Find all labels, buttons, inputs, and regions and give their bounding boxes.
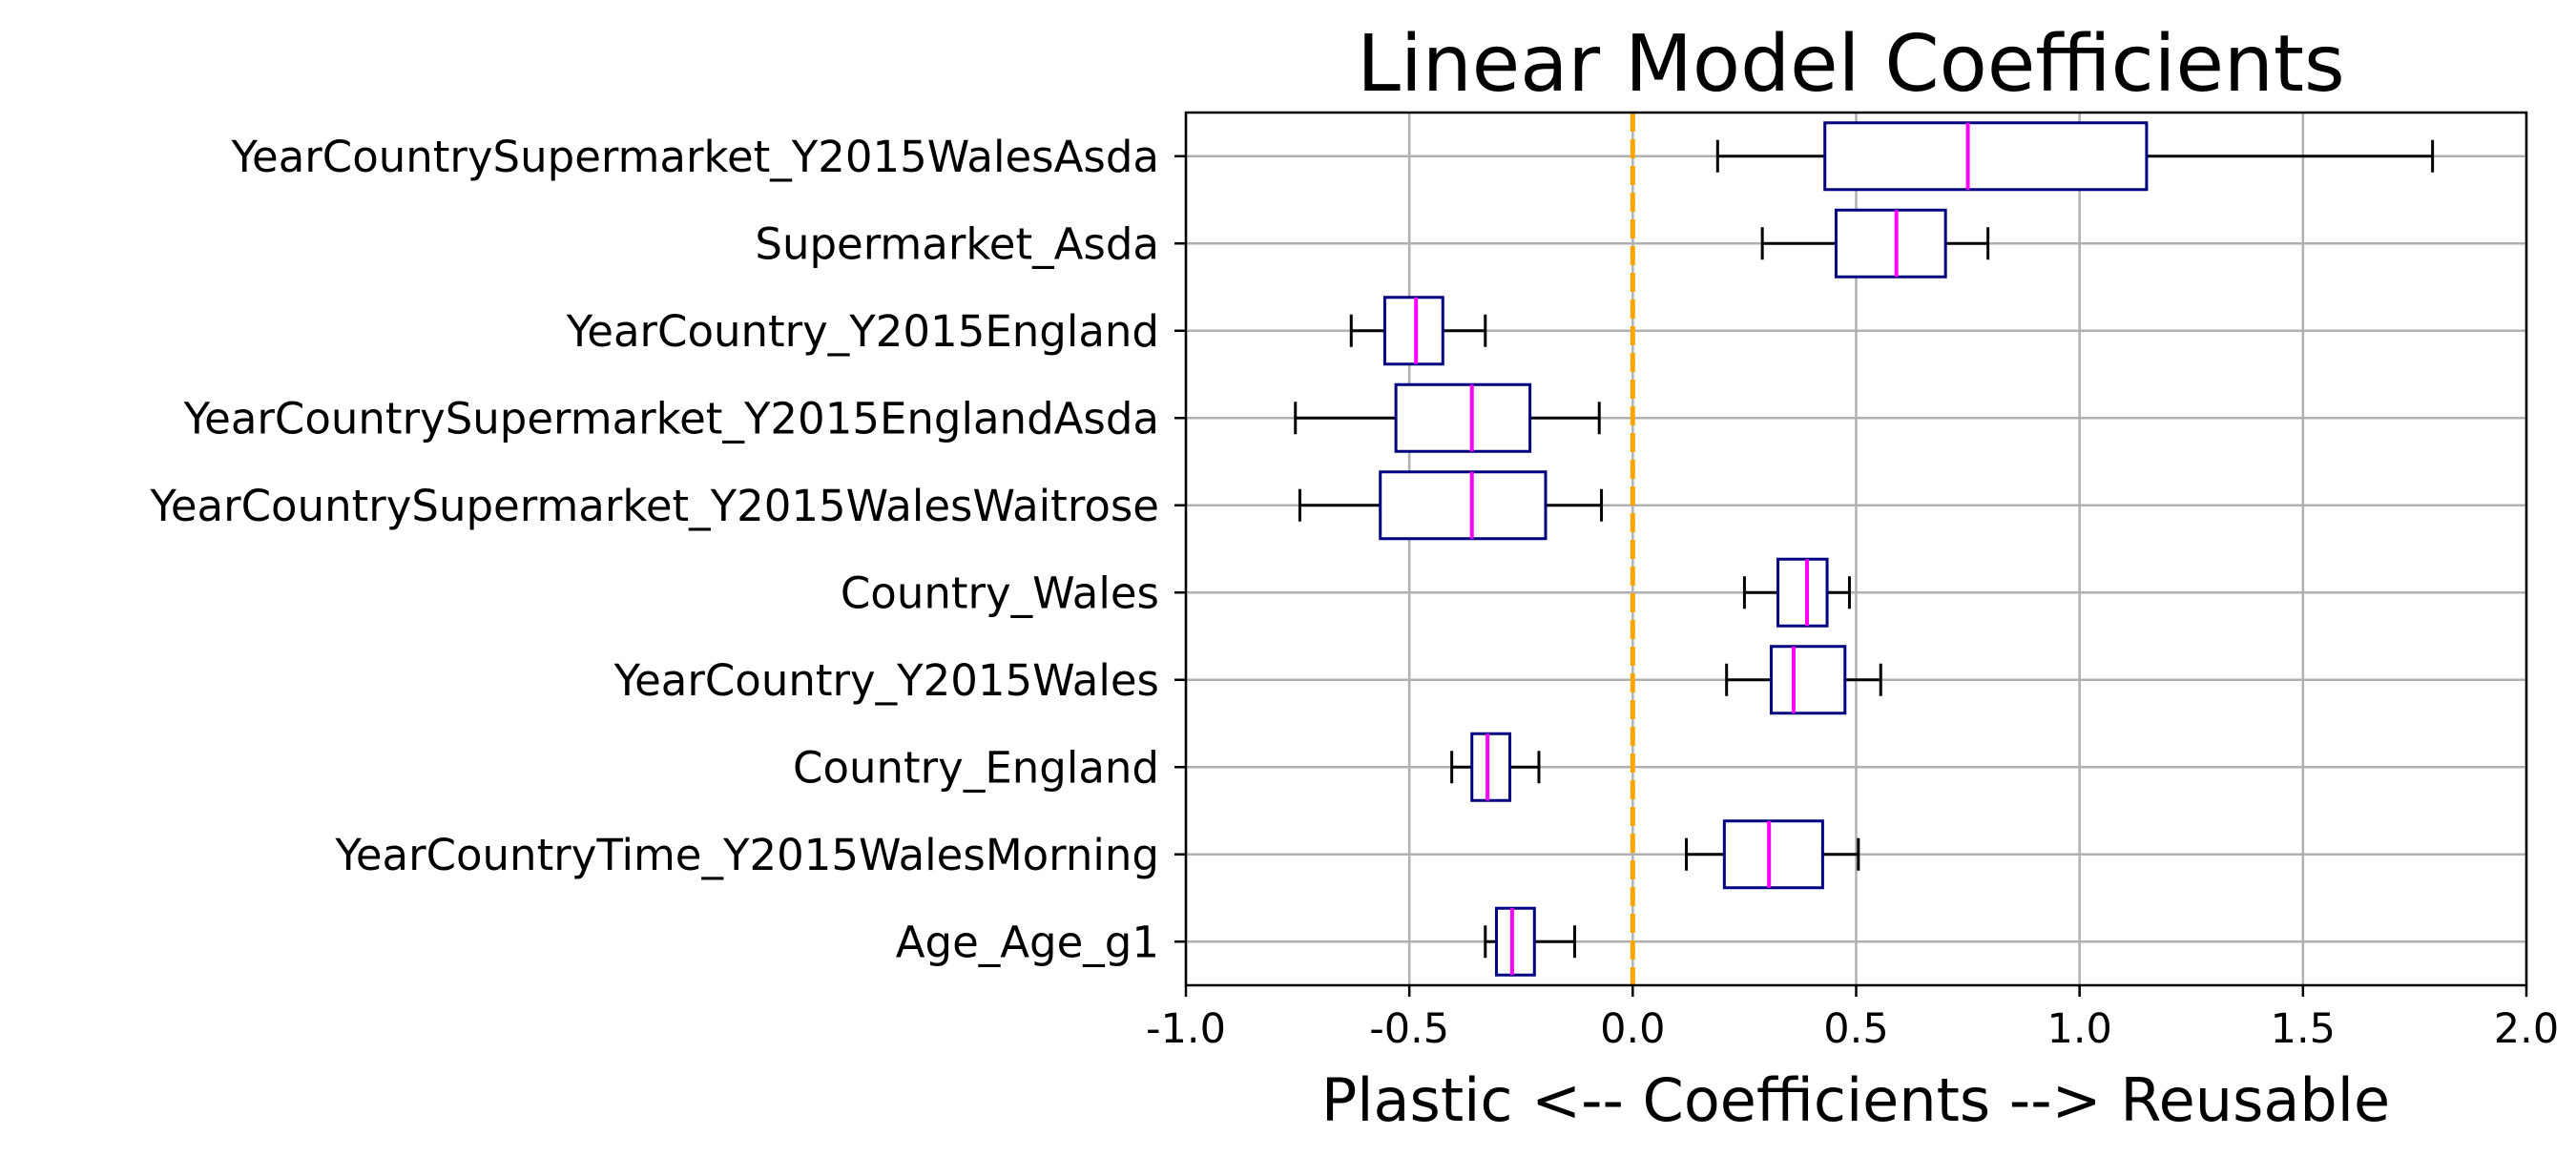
x-tick-label: 0.0 xyxy=(1600,1005,1665,1053)
y-tick-label: YearCountrySupermarket_Y2015EnglandAsda xyxy=(183,393,1159,444)
x-tick-label: 0.5 xyxy=(1823,1005,1888,1053)
x-tick-label: 2.0 xyxy=(2494,1005,2559,1053)
box-group xyxy=(1760,208,1990,279)
iqr-box xyxy=(1770,645,1847,715)
box-group xyxy=(1742,557,1851,628)
y-tick-label: YearCountry_Y2015England xyxy=(566,306,1159,357)
box-group xyxy=(1450,732,1541,802)
boxes xyxy=(1294,121,2435,977)
box-group xyxy=(1298,470,1604,541)
iqr-box xyxy=(1394,382,1532,453)
iqr-box xyxy=(1382,296,1444,366)
x-axis-label: Plastic <-- Coefficients --> Reusable xyxy=(1321,1065,2390,1135)
iqr-box xyxy=(1379,470,1548,541)
y-tick-label: YearCountry_Y2015Wales xyxy=(613,655,1159,706)
y-tick-label: Country_Wales xyxy=(841,568,1159,618)
box-group xyxy=(1349,296,1487,366)
x-tick-label: -1.0 xyxy=(1146,1005,1226,1053)
iqr-box xyxy=(1823,121,2149,192)
x-tick-label: 1.5 xyxy=(2271,1005,2336,1053)
box-group xyxy=(1715,121,2435,192)
y-axis-ticks: YearCountrySupermarket_Y2015WalesAsda Sup… xyxy=(149,132,1186,967)
chart-title: Linear Model Coefficients xyxy=(1357,19,2345,110)
iqr-box xyxy=(1776,557,1829,628)
box-group xyxy=(1484,906,1576,977)
box-group xyxy=(1294,382,1601,453)
y-tick-label: Supermarket_Asda xyxy=(755,218,1159,269)
box-group xyxy=(1725,645,1882,715)
y-tick-label: YearCountryTime_Y2015WalesMorning xyxy=(334,830,1159,880)
x-tick-label: 1.0 xyxy=(2046,1005,2111,1053)
iqr-box xyxy=(1470,732,1512,802)
iqr-box xyxy=(1722,819,1824,890)
x-axis-ticks: -1.0 -0.5 0.0 0.5 1.0 1.5 2.0 xyxy=(1146,985,2559,1053)
box-group xyxy=(1685,819,1860,890)
iqr-box xyxy=(1834,208,1947,279)
y-tick-label: Country_England xyxy=(793,742,1159,793)
y-tick-label: YearCountrySupermarket_Y2015WalesWaitros… xyxy=(149,481,1159,531)
y-tick-label: Age_Age_g1 xyxy=(896,917,1159,967)
iqr-box xyxy=(1494,906,1536,977)
x-tick-label: -0.5 xyxy=(1369,1005,1449,1053)
y-tick-label: YearCountrySupermarket_Y2015WalesAsda xyxy=(231,132,1160,182)
